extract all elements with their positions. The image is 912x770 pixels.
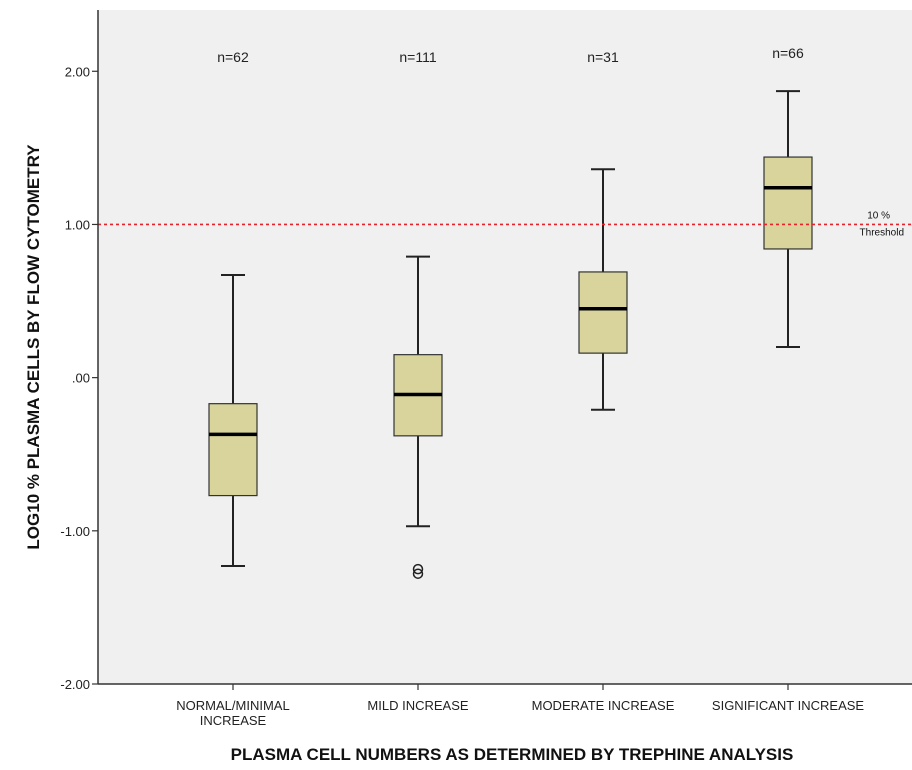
x-category-label: NORMAL/MINIMAL INCREASE <box>176 698 289 728</box>
threshold-label-line2: Threshold <box>860 227 904 238</box>
box-group-2 <box>393 255 443 579</box>
sample-count-label: n=66 <box>772 45 804 61</box>
y-tick-label: -1.00 <box>60 524 90 539</box>
outlier-point <box>412 568 424 579</box>
x-category-label: MILD INCREASE <box>367 698 468 713</box>
iqr-box <box>578 271 628 354</box>
x-axis-label: PLASMA CELL NUMBERS AS DETERMINED BY TRE… <box>231 745 794 764</box>
x-category-label: SIGNIFICANT INCREASE <box>712 698 865 713</box>
y-tick-label: .00 <box>72 371 90 386</box>
box-group-4 <box>763 90 813 348</box>
y-tick-label: 1.00 <box>65 217 90 232</box>
sample-count-label: n=111 <box>399 49 436 65</box>
threshold-label-line1: 10 % <box>867 210 890 221</box>
iqr-box <box>208 403 258 497</box>
sample-count-label: n=62 <box>217 49 249 65</box>
box-group-1 <box>208 274 258 568</box>
y-tick-label: -2.00 <box>60 677 90 692</box>
box-group-3 <box>578 168 628 411</box>
x-category-label: MODERATE INCREASE <box>532 698 675 713</box>
outlier-point <box>412 563 424 575</box>
iqr-box <box>763 156 813 250</box>
sample-count-label: n=31 <box>587 49 619 65</box>
y-axis-label: LOG10 % PLASMA CELLS BY FLOW CYTOMETRY <box>24 144 43 550</box>
y-tick-label: 2.00 <box>65 64 90 79</box>
